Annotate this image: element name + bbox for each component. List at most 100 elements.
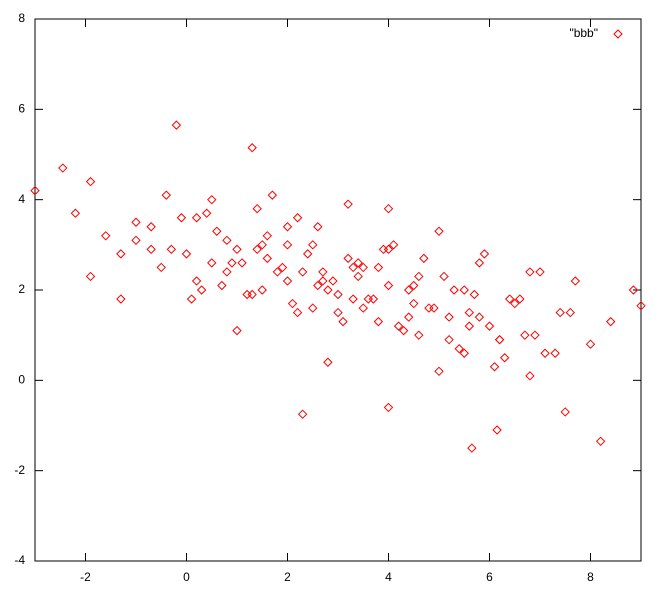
point [636,301,646,311]
point [232,244,242,255]
point [459,348,469,358]
x-tick-label: -2 [80,570,91,584]
point [318,276,328,286]
point [459,285,469,295]
point [353,271,363,282]
point [323,357,333,367]
point [313,280,323,291]
point [222,235,232,246]
legend-marker [613,29,623,39]
legend-label: "bbb" [569,26,598,40]
point [467,443,477,453]
point [535,267,545,277]
point [287,298,298,309]
point [131,217,141,227]
point [100,231,111,241]
point [333,307,343,318]
point [146,244,156,255]
point [30,185,40,196]
point [605,316,616,327]
point [207,258,217,268]
point [267,190,278,200]
point [196,285,207,295]
point [403,312,414,322]
point [348,294,358,304]
point [232,325,242,336]
point [308,303,318,313]
y-tick-label: 0 [18,373,25,387]
point [247,143,257,153]
point [550,348,560,358]
point [166,244,177,255]
point [247,289,257,300]
point [494,334,505,345]
point [297,267,308,277]
point [414,271,424,282]
point [419,253,429,264]
point [414,330,424,340]
point [181,249,192,259]
point [212,226,222,236]
point [308,240,318,250]
point [363,294,374,304]
x-tick-label: 2 [284,570,291,584]
point [201,208,212,218]
point [70,208,81,218]
point [156,262,166,273]
point [484,321,495,331]
point [227,258,237,268]
point [373,316,384,327]
point [207,194,217,205]
point [530,330,540,340]
point [398,325,409,336]
point [444,334,454,345]
point [333,289,343,300]
point [520,330,530,340]
point [383,203,394,214]
point [237,258,247,268]
point [252,203,262,214]
point [393,321,404,331]
point [85,176,96,187]
point [353,258,363,268]
x-tick-label: 6 [486,570,493,584]
point [257,240,267,250]
point [595,436,606,447]
point [628,285,639,295]
point [499,353,510,363]
x-tick-label: 4 [385,570,392,584]
point [262,253,273,264]
point [429,303,439,313]
point [252,244,262,255]
point [469,289,480,300]
point [474,312,485,322]
point [191,213,202,223]
point [464,321,475,331]
point [444,312,454,322]
point [474,258,485,268]
point [565,307,576,318]
point [277,262,288,273]
point [492,425,502,435]
point [434,226,444,236]
point [424,303,434,313]
point [191,276,202,286]
point [292,213,303,223]
point [383,280,394,291]
point [560,407,570,417]
y-tick-label: 6 [18,102,25,116]
point [116,294,126,304]
x-tick-label: 0 [183,570,190,584]
point [257,285,267,295]
x-tick-label: 8 [587,570,594,584]
point [409,298,419,309]
point [297,409,308,419]
point [373,262,384,273]
point [323,285,333,295]
point [313,222,323,232]
point [222,267,232,277]
point [242,289,252,300]
y-tick-label: 8 [18,11,25,25]
point [525,267,535,277]
point [116,249,126,259]
